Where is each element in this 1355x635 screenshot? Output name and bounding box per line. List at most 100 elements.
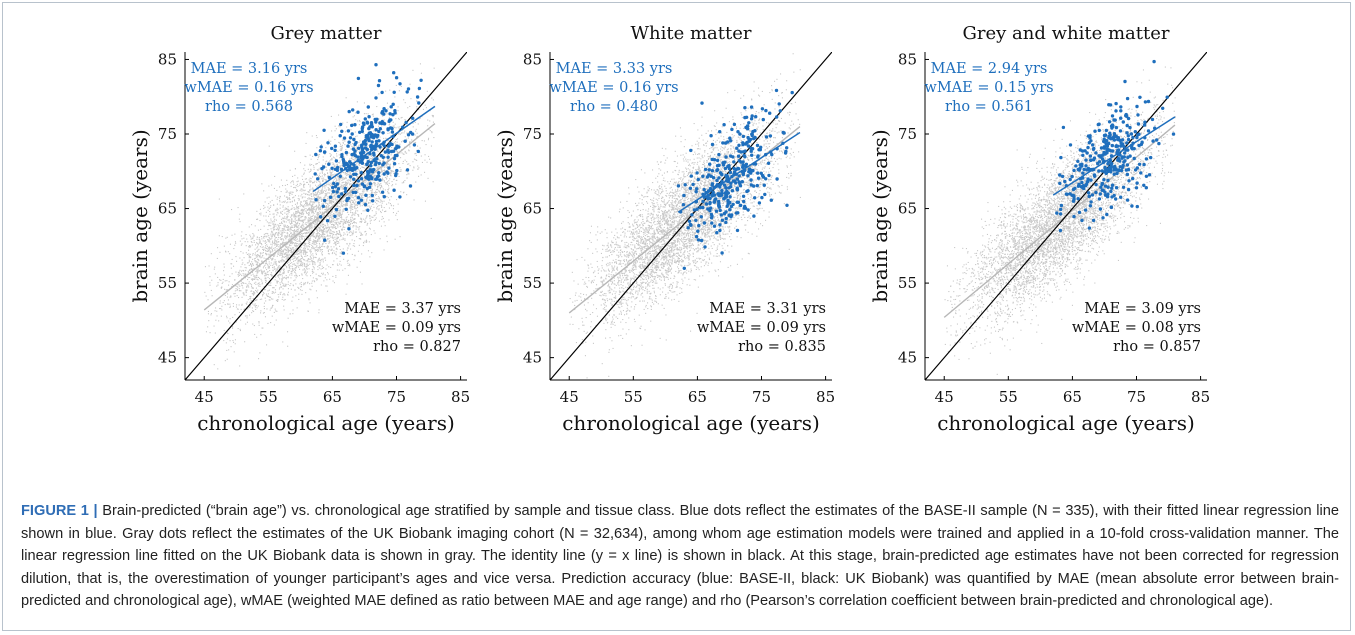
ukbiobank-point <box>399 133 401 135</box>
ukbiobank-point <box>303 242 305 244</box>
ukbiobank-point <box>322 198 324 200</box>
ukbiobank-point <box>231 258 233 260</box>
ukbiobank-point <box>328 204 330 206</box>
ukbiobank-point <box>341 213 343 215</box>
ukbiobank-point <box>256 238 258 240</box>
ukbiobank-point <box>376 208 378 210</box>
ukbiobank-point <box>309 204 311 206</box>
ukbiobank-point <box>310 201 312 203</box>
ukbiobank-point <box>341 144 343 146</box>
ukbiobank-point <box>359 226 361 228</box>
ukbiobank-point <box>387 189 389 191</box>
ukbiobank-point <box>418 167 420 169</box>
ukbiobank-point <box>322 259 324 261</box>
ukbiobank-point <box>349 194 351 196</box>
ukbiobank-point <box>369 218 371 220</box>
ukbiobank-point <box>282 273 284 275</box>
ukbiobank-point <box>307 248 309 250</box>
ukbiobank-point <box>255 244 257 246</box>
ukbiobank-point <box>337 241 339 243</box>
ukbiobank-point <box>290 208 292 210</box>
ukbiobank-point <box>265 250 267 252</box>
ukbiobank-point <box>310 188 312 190</box>
ukbiobank-point <box>327 273 329 275</box>
ukbiobank-point <box>284 235 286 237</box>
ukbiobank-point <box>367 168 369 170</box>
ukbiobank-point <box>365 113 367 115</box>
ukbiobank-point <box>335 181 337 183</box>
ukbiobank-point <box>315 216 317 218</box>
ukbiobank-point <box>330 221 332 223</box>
ukbiobank-point <box>316 192 318 194</box>
ukbiobank-point <box>312 241 314 243</box>
ukbiobank-point <box>374 232 376 234</box>
ukbiobank-point <box>283 220 285 222</box>
ukbiobank-point <box>318 227 320 229</box>
ukbiobank-point <box>314 209 316 211</box>
ukbiobank-point <box>270 205 272 207</box>
ukbiobank-point <box>344 144 346 146</box>
ukbiobank-point <box>321 230 323 232</box>
ukbiobank-point <box>313 248 315 250</box>
ukbiobank-point <box>255 261 257 263</box>
ukbiobank-point <box>352 230 354 232</box>
ukbiobank-point <box>324 187 326 189</box>
ukbiobank-point <box>365 241 367 243</box>
ukbiobank-point <box>332 180 334 182</box>
ukbiobank-point <box>329 220 331 222</box>
ukbiobank-point <box>292 309 294 311</box>
ukbiobank-point <box>239 221 241 223</box>
ukbiobank-point <box>309 231 311 233</box>
ukbiobank-point <box>265 260 267 262</box>
ukbiobank-point <box>321 217 323 219</box>
ukbiobank-point <box>291 215 293 217</box>
ukbiobank-point <box>282 256 284 258</box>
ukbiobank-point <box>403 153 405 155</box>
ukbiobank-point <box>274 218 276 220</box>
ukbiobank-point <box>306 268 308 270</box>
ukbiobank-point <box>223 329 225 331</box>
ukbiobank-point <box>414 153 416 155</box>
ukbiobank-point <box>282 272 284 274</box>
ukbiobank-point <box>386 178 388 180</box>
ukbiobank-point <box>318 180 320 182</box>
ukbiobank-point <box>431 114 433 116</box>
ukbiobank-point <box>392 208 394 210</box>
ukbiobank-point <box>245 234 247 236</box>
ukbiobank-point <box>385 163 387 165</box>
ukbiobank-point <box>306 275 308 277</box>
ukbiobank-point <box>256 210 258 212</box>
ukbiobank-point <box>248 257 250 259</box>
ukbiobank-point <box>227 293 229 295</box>
ukbiobank-point <box>293 238 295 240</box>
ukbiobank-point <box>383 170 385 172</box>
ukbiobank-point <box>348 224 350 226</box>
ukbiobank-point <box>322 185 324 187</box>
ukbiobank-point <box>251 265 253 267</box>
ukbiobank-point <box>322 192 324 194</box>
ukbiobank-point <box>314 281 316 283</box>
ukbiobank-point <box>250 290 252 292</box>
ukbiobank-point <box>273 292 275 294</box>
ukbiobank-point <box>317 205 319 207</box>
ukbiobank-point <box>300 265 302 267</box>
ukbiobank-point <box>306 132 308 134</box>
ukbiobank-point <box>351 158 353 160</box>
ukbiobank-point <box>284 195 286 197</box>
ukbiobank-point <box>310 169 312 171</box>
ukbiobank-point <box>280 273 282 275</box>
ukbiobank-point <box>323 233 325 235</box>
ukbiobank-point <box>217 247 219 249</box>
ukbiobank-point <box>323 231 325 233</box>
ukbiobank-point <box>412 169 414 171</box>
ukbiobank-point <box>296 203 298 205</box>
ukbiobank-point <box>314 225 316 227</box>
ukbiobank-point <box>336 215 338 217</box>
ukbiobank-point <box>375 189 377 191</box>
ukbiobank-point <box>346 216 348 218</box>
ukbiobank-point <box>326 199 328 201</box>
ukbiobank-point <box>298 261 300 263</box>
ukbiobank-point <box>341 229 343 231</box>
ukbiobank-point <box>269 250 271 252</box>
ukbiobank-point <box>286 249 288 251</box>
